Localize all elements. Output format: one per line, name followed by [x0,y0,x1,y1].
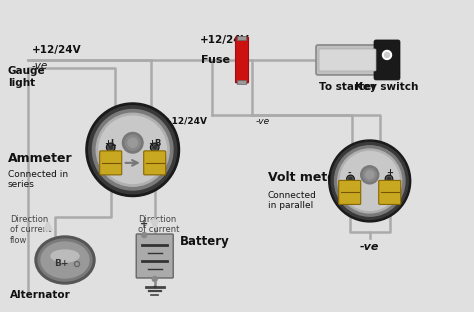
Bar [237,36,246,40]
Circle shape [348,176,353,182]
Circle shape [385,175,392,183]
Text: Connected
in parallel: Connected in parallel [268,191,317,210]
Text: +: + [140,219,148,229]
Circle shape [89,106,177,194]
Circle shape [388,178,391,180]
Text: -ve: -ve [360,242,379,252]
Circle shape [384,52,390,57]
Circle shape [331,143,408,219]
Circle shape [386,176,392,182]
Text: Connected in
series: Connected in series [8,170,68,189]
Text: Gauge
light: Gauge light [8,66,46,88]
Text: Fuse: Fuse [201,55,230,65]
FancyBboxPatch shape [236,37,248,83]
Circle shape [99,116,166,183]
FancyBboxPatch shape [379,180,401,204]
FancyBboxPatch shape [339,180,361,204]
Ellipse shape [35,236,95,284]
Circle shape [153,146,156,149]
Circle shape [76,263,78,265]
Text: -ve: -ve [256,117,270,126]
Text: Direction
of current
flow: Direction of current flow [138,215,179,245]
Text: +B: +B [148,139,162,148]
Text: Battery: Battery [180,235,230,248]
FancyBboxPatch shape [136,234,173,278]
Circle shape [152,144,158,150]
Text: +12/24V: +12/24V [200,35,250,45]
Text: Ammeter: Ammeter [8,152,73,165]
Circle shape [92,110,173,190]
FancyBboxPatch shape [374,40,400,80]
FancyBboxPatch shape [316,45,380,75]
Circle shape [107,143,115,152]
Text: -: - [153,282,157,292]
Circle shape [122,133,143,153]
Circle shape [335,146,405,216]
Text: +12/24V: +12/24V [32,45,82,55]
Text: -: - [348,168,352,178]
Circle shape [347,175,354,183]
Circle shape [152,276,157,281]
Circle shape [128,138,137,148]
Text: +: + [386,168,393,178]
Circle shape [338,149,401,213]
Text: +L: +L [105,139,117,148]
Circle shape [340,152,399,211]
Circle shape [365,171,374,179]
FancyBboxPatch shape [100,151,122,175]
Circle shape [109,146,112,149]
FancyBboxPatch shape [319,49,376,71]
Ellipse shape [51,250,79,262]
Text: Volt meter: Volt meter [268,171,342,184]
Text: +12/24V: +12/24V [164,117,207,126]
Circle shape [349,178,352,180]
Text: Alternator: Alternator [10,290,71,300]
Circle shape [108,144,114,150]
Circle shape [96,113,169,186]
Text: Direction
of current
flow: Direction of current flow [10,215,51,245]
Circle shape [86,103,180,197]
Circle shape [361,166,379,184]
Ellipse shape [41,242,89,278]
Text: To starter: To starter [319,82,377,92]
Circle shape [363,168,376,181]
Circle shape [74,261,80,266]
Circle shape [142,232,147,237]
Circle shape [329,140,410,222]
Circle shape [383,51,392,60]
Circle shape [125,135,140,150]
Circle shape [151,143,159,152]
Text: -ve: -ve [32,61,48,71]
FancyBboxPatch shape [144,151,166,175]
Ellipse shape [38,239,92,281]
Text: Key switch: Key switch [356,82,419,92]
Bar [237,80,246,84]
Text: B+: B+ [54,260,68,269]
